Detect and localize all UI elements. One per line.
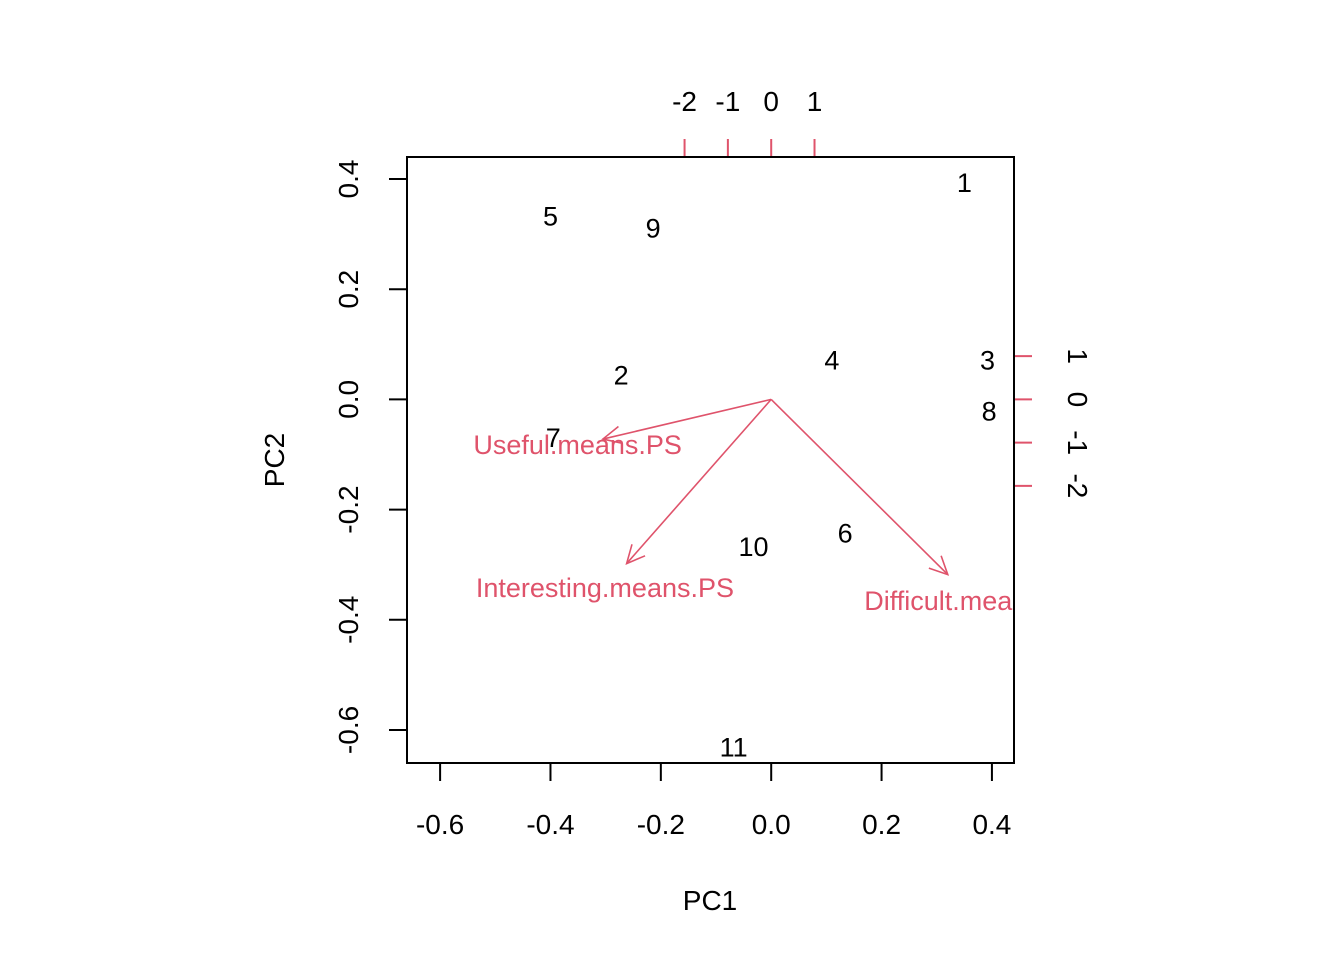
right-tick-label-3: 1: [1062, 348, 1093, 364]
y-tick-label-0: -0.6: [333, 706, 364, 754]
x-tick-label-5: 0.4: [972, 809, 1011, 840]
point-label-4: 4: [824, 345, 839, 375]
right-tick-label-2: 0: [1062, 392, 1093, 408]
arrow-head-2: [928, 555, 950, 576]
x-tick-label-2: -0.2: [637, 809, 685, 840]
point-label-10: 10: [739, 532, 769, 562]
arrow-head-1: [625, 544, 646, 565]
x-tick-label-3: 0.0: [752, 809, 791, 840]
tick-marks: [389, 139, 1032, 781]
y-tick-label-5: 0.4: [333, 160, 364, 199]
point-label-3: 3: [980, 345, 995, 375]
x-tick-label-4: 0.2: [862, 809, 901, 840]
arrow-shaft-0: [602, 398, 772, 440]
top-tick-label-2: 0: [763, 86, 779, 117]
y-tick-label-3: 0.0: [333, 380, 364, 419]
x-tick-label-1: -0.4: [526, 809, 574, 840]
arrow-shaft-2: [770, 398, 949, 576]
variable-label-2: Difficult.means.PS: [864, 586, 1084, 616]
y-axis-title: PC2: [259, 433, 290, 487]
point-label-11: 11: [720, 733, 748, 763]
variable-label-1: Interesting.means.PS: [476, 573, 734, 603]
arrow-shaft-1: [626, 398, 772, 565]
labels: -0.6 -0.4 -0.2 0.0 0.2 0.4 -0.6 -0.4 -0.2 0.0 0.2 0…: [333, 86, 1093, 840]
top-tick-label-3: 1: [807, 86, 823, 117]
plot-frame: [406, 156, 1015, 764]
point-label-8: 8: [982, 397, 997, 427]
right-tick-label-0: -2: [1062, 473, 1093, 498]
variable-arrows: 1 2 3 4 5 6 7 8 9 10 11 Useful.means.PS Interesting.…: [473, 168, 1084, 763]
top-tick-label-0: -2: [672, 86, 697, 117]
top-tick-label-1: -1: [715, 86, 740, 117]
point-label-7: 7: [546, 423, 561, 453]
point-label-5: 5: [543, 201, 558, 231]
y-tick-label-4: 0.2: [333, 270, 364, 309]
point-label-6: 6: [838, 518, 853, 548]
variable-label-0: Useful.means.PS: [473, 430, 682, 460]
point-label-2: 2: [614, 361, 629, 391]
point-label-9: 9: [646, 214, 661, 244]
y-tick-label-2: -0.2: [333, 485, 364, 533]
point-label-1: 1: [957, 168, 972, 198]
y-tick-label-1: -0.4: [333, 596, 364, 644]
arrow-head-0: [601, 425, 623, 445]
x-tick-label-0: -0.6: [416, 809, 464, 840]
right-tick-label-1: -1: [1062, 430, 1093, 455]
x-axis-title: PC1: [683, 885, 737, 916]
